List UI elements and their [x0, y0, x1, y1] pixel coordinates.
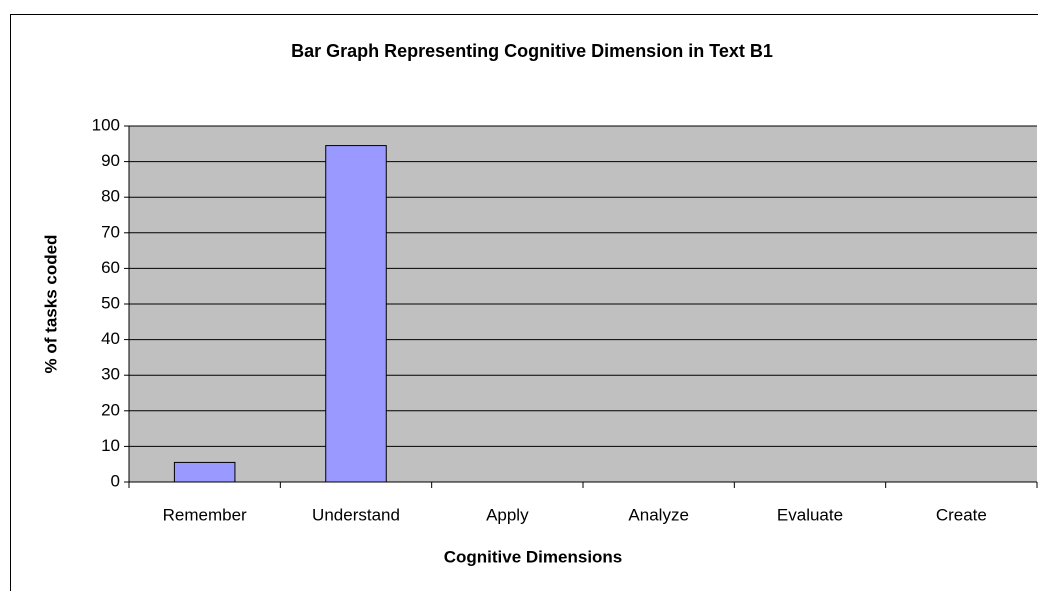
y-tick-label: 20 — [101, 400, 120, 419]
chart-title: Bar Graph Representing Cognitive Dimensi… — [291, 41, 773, 61]
y-tick-label: 70 — [101, 222, 120, 241]
x-axis-label: Cognitive Dimensions — [444, 547, 623, 566]
x-tick-label: Understand — [312, 505, 400, 524]
x-tick-label: Create — [936, 505, 987, 524]
y-tick-label: 90 — [101, 151, 120, 170]
y-tick-label: 0 — [111, 471, 120, 490]
y-tick-label: 40 — [101, 329, 120, 348]
x-tick-label: Analyze — [628, 505, 688, 524]
x-tick-label: Remember — [163, 505, 247, 524]
y-tick-label: 30 — [101, 365, 120, 384]
y-tick-label: 50 — [101, 293, 120, 312]
x-tick-label: Apply — [486, 505, 529, 524]
x-tick-label: Evaluate — [777, 505, 843, 524]
y-tick-label: 10 — [101, 436, 120, 455]
y-tick-label: 60 — [101, 258, 120, 277]
y-tick-label: 100 — [92, 115, 120, 134]
y-axis-label: % of tasks coded — [41, 235, 60, 374]
bar — [173, 461, 236, 483]
y-tick-label: 80 — [101, 187, 120, 206]
bar — [325, 145, 387, 483]
